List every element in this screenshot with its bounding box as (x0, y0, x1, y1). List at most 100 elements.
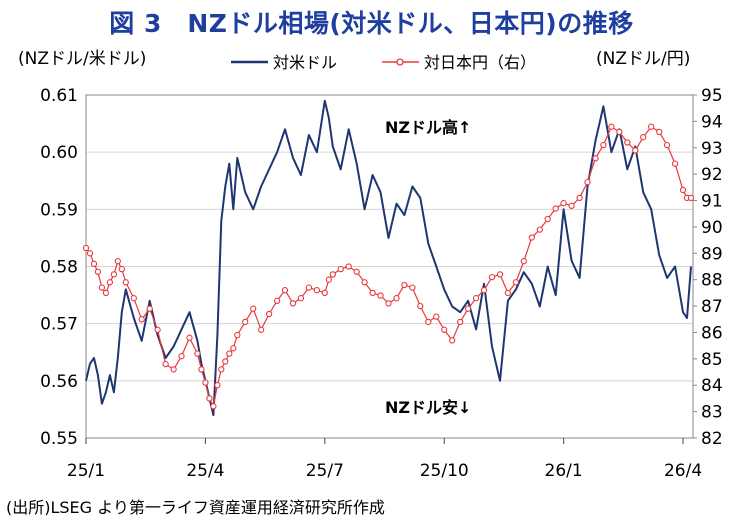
jpy-point (114, 258, 121, 265)
jpy-point (242, 318, 249, 326)
jpy-point (257, 326, 265, 333)
right-tick-label: 94 (701, 112, 723, 132)
jpy-point (640, 134, 647, 141)
jpy-point (385, 300, 392, 307)
x-tick-label: 26/4 (664, 461, 702, 481)
jpy-point (488, 273, 496, 281)
jpy-point (552, 205, 559, 212)
jpy-point (520, 258, 527, 265)
jpy-point (90, 260, 98, 268)
jpy-point (273, 297, 281, 304)
x-tick-label: 25/4 (186, 461, 224, 481)
jpy-point (250, 305, 257, 312)
jpy-point (98, 284, 106, 291)
jpy-point (560, 200, 567, 207)
x-tick-label: 25/10 (420, 461, 469, 481)
jpy-point (671, 160, 679, 167)
jpy-point (679, 186, 687, 194)
jpy-point (544, 215, 551, 223)
jpy-point (616, 128, 623, 136)
jpy-point (632, 147, 639, 154)
jpy-point (297, 295, 305, 302)
right-tick-label: 95 (701, 86, 723, 106)
right-tick-label: 91 (701, 192, 723, 212)
jpy-point (433, 313, 440, 320)
jpy-point (106, 279, 114, 286)
jpy-point (600, 141, 607, 149)
jpy-point (361, 279, 368, 286)
jpy-point (568, 202, 575, 209)
jpy-point (504, 289, 512, 297)
jpy-point (154, 326, 161, 333)
jpy-point (592, 155, 599, 162)
plot-frame (85, 94, 694, 439)
jpy-point (512, 279, 520, 286)
jpy-point (218, 366, 225, 373)
right-axis-ticks: 82 83 84 85 86 87 88 89 90 91 92 93 94 95 (693, 86, 723, 449)
jpy-point (222, 358, 229, 365)
jpy-point (265, 310, 273, 318)
jpy-point (102, 289, 110, 297)
right-tick-label: 87 (701, 297, 723, 317)
usd-series (85, 99, 692, 417)
left-tick-label: 0.59 (40, 200, 78, 220)
jpy-point (118, 265, 125, 273)
x-tick-label: 25/7 (306, 461, 344, 481)
x-axis: 25/1 25/4 25/7 25/10 26/1 26/4 (67, 438, 702, 481)
jpy-series (82, 123, 695, 410)
right-tick-label: 88 (701, 271, 723, 291)
jpy-point (94, 268, 102, 275)
chart-title: 図 3 NZドル相場(対米ドル、日本円)の推移 (109, 9, 634, 38)
jpy-point (449, 337, 456, 344)
jpy-point (663, 141, 671, 149)
jpy-point (656, 128, 663, 136)
right-tick-label: 82 (701, 429, 723, 449)
right-tick-label: 85 (701, 350, 723, 370)
left-tick-label: 0.55 (40, 429, 78, 449)
annotation-nzd-up: NZドル高↑ (385, 118, 471, 137)
jpy-point (313, 287, 321, 294)
jpy-point (226, 350, 233, 357)
right-tick-label: 90 (701, 218, 723, 238)
jpy-point (178, 353, 185, 360)
jpy-point (130, 295, 137, 302)
annotation-nzd-down: NZドル安↓ (385, 398, 471, 417)
jpy-point (146, 305, 153, 312)
jpy-point (337, 265, 344, 273)
jpy-point (608, 123, 615, 130)
jpy-point (122, 279, 129, 286)
left-tick-label: 0.61 (40, 86, 78, 106)
jpy-point (305, 284, 313, 291)
left-tick-label: 0.58 (40, 258, 78, 278)
right-tick-label: 84 (701, 376, 723, 396)
jpy-point (409, 284, 416, 291)
jpy-point (528, 234, 535, 241)
jpy-point (480, 287, 488, 294)
jpy-point (464, 305, 472, 312)
jpy-point (377, 292, 384, 299)
legend-usd-label: 対米ドル (273, 53, 337, 72)
jpy-point (472, 295, 480, 302)
jpy-point (138, 316, 145, 323)
x-tick-label: 26/1 (545, 461, 583, 481)
jpy-point (86, 250, 94, 257)
usd-line (85, 99, 692, 417)
jpy-point (210, 403, 217, 410)
jpy-point (186, 334, 193, 341)
jpy-point (353, 268, 360, 275)
jpy-point (369, 289, 376, 297)
right-tick-label: 89 (701, 244, 723, 264)
jpy-point (417, 302, 424, 310)
jpy-point (687, 194, 695, 202)
jpy-point (648, 123, 655, 130)
jpy-point (441, 326, 448, 333)
jpy-point (198, 366, 205, 373)
legend: 対米ドル 対日本円（右） (231, 53, 536, 72)
jpy-point (393, 295, 400, 302)
jpy-point (281, 287, 289, 294)
jpy-point (162, 360, 169, 368)
jpy-point (170, 366, 177, 373)
jpy-point (425, 318, 432, 326)
right-tick-label: 86 (701, 323, 723, 343)
